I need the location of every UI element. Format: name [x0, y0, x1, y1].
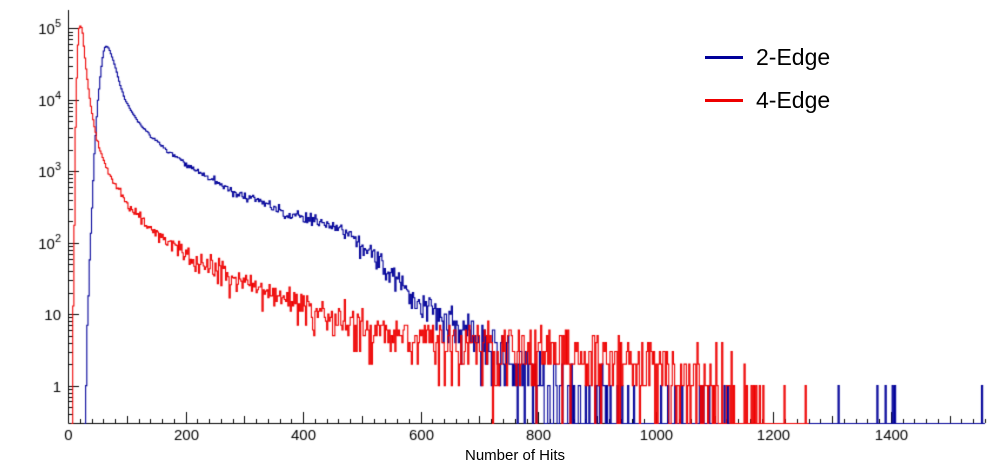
legend-entry-4edge: 4-Edge [705, 84, 830, 116]
legend-line-2edge-icon [705, 55, 743, 59]
legend-label-2edge: 2-Edge [756, 43, 831, 70]
legend-line-4edge-icon [705, 98, 743, 102]
legend: 2-Edge 4-Edge [705, 41, 830, 116]
x-axis-title: Number of Hits [464, 447, 566, 464]
legend-entry-2edge: 2-Edge [705, 41, 830, 73]
legend-label-4edge: 4-Edge [756, 86, 831, 113]
